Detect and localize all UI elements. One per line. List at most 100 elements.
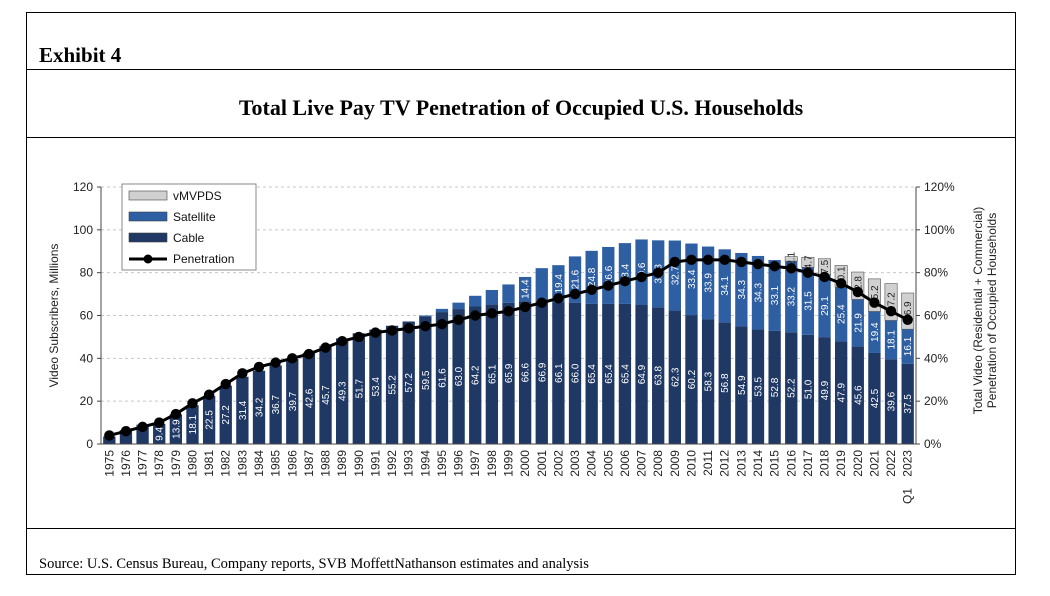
penetration-point <box>819 271 830 283</box>
data-label-cable: 39.7 <box>288 391 299 411</box>
data-label-cable: 22.5 <box>205 410 216 430</box>
penetration-point <box>220 378 231 390</box>
penetration-point <box>752 258 764 270</box>
data-label-cable: 18.1 <box>188 414 199 434</box>
bar-cable-1988 <box>319 346 332 444</box>
bar-cable-1980 <box>186 405 199 444</box>
bar-satellite-2015 <box>768 260 781 331</box>
x-tick-label: 1995 <box>435 450 449 477</box>
x-tick-label: 1976 <box>119 450 133 477</box>
data-label-cable: 64.2 <box>471 365 482 385</box>
x-tick-label: 1988 <box>319 450 333 477</box>
bar-satellite-2017 <box>801 267 815 335</box>
data-label-satellite: 19.4 <box>870 322 881 342</box>
data-label-satellite: 29.1 <box>820 296 831 316</box>
y-tick-label: 80 <box>80 266 94 280</box>
data-label-cable: 57.2 <box>404 373 415 393</box>
y2-axis-title-line: Total Video (Residential + Commercial) <box>971 207 985 415</box>
data-label-cable: 42.6 <box>304 388 315 408</box>
data-label-cable: 65.1 <box>487 364 498 384</box>
x-tick-label: 2000 <box>518 450 532 477</box>
penetration-point <box>486 308 498 319</box>
y2-tick-label: 120% <box>924 180 955 194</box>
bar-labels: 9.4 13.9 18.1 22.5 27.2 31.4 34.2 36.7 39.7 42.6 4… <box>155 251 914 440</box>
y-tick-label: 40 <box>80 351 94 365</box>
x-tick-label: 2022 <box>884 450 898 477</box>
bar-cable-2000 <box>518 301 532 444</box>
penetration-point <box>453 314 464 325</box>
penetration-point <box>253 361 265 373</box>
data-label-cable: 56.8 <box>720 373 731 393</box>
y2-tick-label: 100% <box>924 223 955 237</box>
data-label-cable: 65.4 <box>620 364 631 384</box>
data-label-satellite: 28.4 <box>620 263 631 283</box>
divider-mid <box>27 137 1015 138</box>
bar-cable-1987 <box>302 352 316 444</box>
x-tick-label: 2023 <box>901 450 915 477</box>
data-label-cable: 54.9 <box>737 375 748 395</box>
data-label-cable: 52.8 <box>770 377 781 397</box>
bar-cable-2003 <box>568 302 582 444</box>
data-label-satellite: 33.4 <box>687 269 698 289</box>
divider-bottom <box>27 528 1015 529</box>
bar-satellite-2018 <box>818 274 831 338</box>
data-label-satellite: 26.6 <box>604 265 615 285</box>
y-tick-label: 20 <box>80 394 94 408</box>
bar-satellite-2021 <box>868 311 881 353</box>
penetration-point <box>137 421 148 433</box>
x-tick-label: 1994 <box>418 450 432 477</box>
data-label-cable: 62.3 <box>670 367 681 387</box>
x-tick-label: 2014 <box>751 450 765 477</box>
penetration-point <box>287 353 298 364</box>
x-tick-label: 2004 <box>585 450 599 477</box>
x-tick-label: 2008 <box>651 450 665 477</box>
x-tick-label: 1987 <box>302 450 316 477</box>
data-label-cable: 51.0 <box>803 379 814 399</box>
data-label-cable: 31.4 <box>238 400 249 420</box>
bar-satellite-1999 <box>502 284 515 303</box>
x-sublabel: Q1 <box>901 488 915 504</box>
penetration-point <box>536 297 547 308</box>
legend-label-satellite: Satellite <box>173 210 216 224</box>
data-label-cable: 55.2 <box>388 375 399 395</box>
data-label-cable: 53.4 <box>371 377 382 397</box>
penetration-point <box>154 417 165 428</box>
y2-tick-label: 80% <box>924 266 948 280</box>
bar-satellite-2012 <box>718 249 731 323</box>
penetration-point <box>203 389 215 400</box>
x-tick-label: 1985 <box>269 450 283 477</box>
penetration-point <box>403 323 414 334</box>
penetration-point <box>885 306 897 317</box>
bar-cable-1990 <box>352 333 365 444</box>
x-tick-label: 2015 <box>768 450 782 477</box>
bar-cable-2012 <box>718 322 731 444</box>
data-label-cable: 37.5 <box>903 394 914 414</box>
x-tick-label: 1981 <box>202 450 216 477</box>
data-label-cable: 45.7 <box>321 385 332 405</box>
x-tick-label: 1989 <box>335 450 349 477</box>
penetration-point <box>370 327 381 338</box>
penetration-point <box>170 408 182 420</box>
data-label-satellite: 19.4 <box>554 274 565 294</box>
bar-satellite-2002 <box>552 265 565 303</box>
x-tick-label: 2013 <box>734 450 748 477</box>
divider-top <box>27 69 1015 70</box>
bar-cable-2021 <box>868 352 881 444</box>
penetration-point <box>852 286 863 298</box>
legend-label-penetration: Penetration <box>173 252 234 266</box>
bar-cable-2010 <box>685 315 698 444</box>
bar-cable-1998 <box>485 304 499 444</box>
legend-label-cable: Cable <box>173 231 205 245</box>
penetration-line <box>104 254 913 441</box>
bar-cable-2022 <box>884 359 898 444</box>
x-tick-label: 2018 <box>818 450 832 477</box>
legend: vMVPDS Satellite Cable Penetration <box>121 183 257 271</box>
data-label-vmvpds: 4.7 <box>803 255 814 269</box>
data-label-satellite: 21.6 <box>571 269 582 289</box>
y-axis-title: Video Subscribers, Millions <box>47 244 61 388</box>
bar-cable-1978 <box>153 423 166 444</box>
y2-tick-label: 40% <box>924 351 948 365</box>
bar-satellite-1996 <box>452 302 465 310</box>
penetration-point <box>719 254 730 266</box>
bar-cable-1996 <box>452 309 465 444</box>
